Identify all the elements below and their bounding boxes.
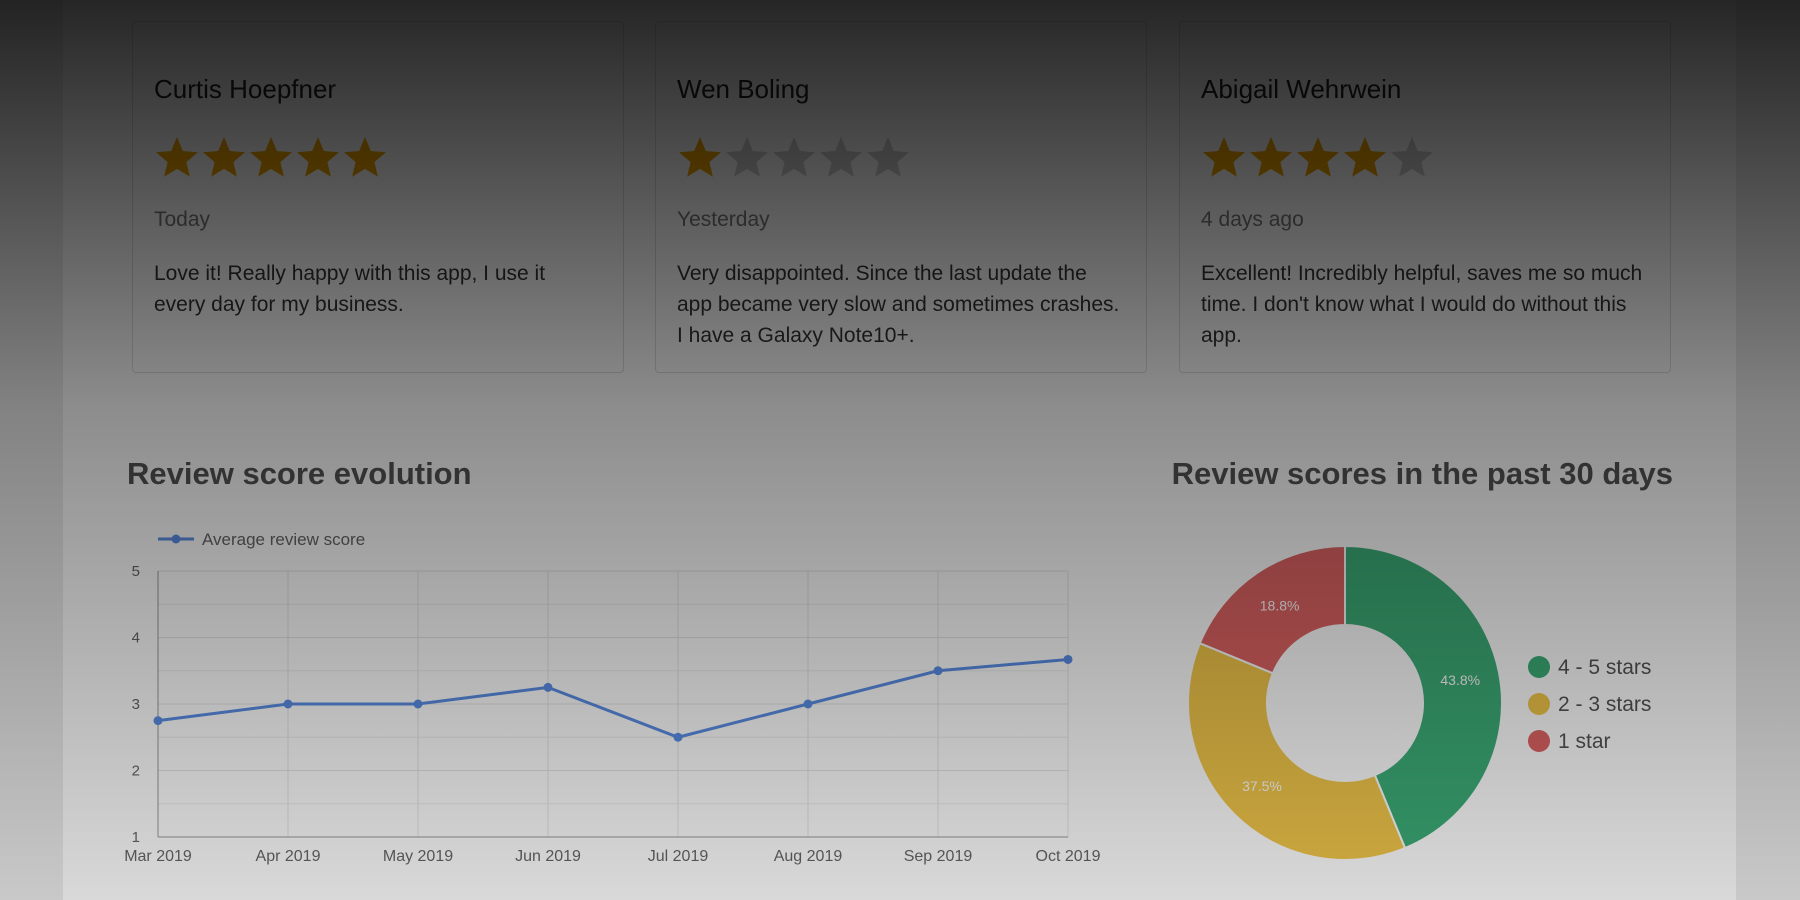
star [344, 137, 386, 177]
star [679, 137, 721, 177]
x-tick-label: Jun 2019 [515, 848, 581, 865]
donut-slice [1187, 641, 1407, 861]
reviewer-name: Curtis Hoepfner [154, 74, 337, 104]
review-date: Today [154, 208, 211, 231]
y-tick-label: 3 [132, 696, 140, 713]
star [203, 137, 245, 177]
review-text: Love it! Really happy with this app, I u… [154, 262, 546, 316]
x-tick-label: Mar 2019 [124, 848, 192, 865]
data-point [673, 732, 683, 742]
review-date: 4 days ago [1201, 208, 1304, 231]
legend-label: 4 - 5 stars [1558, 656, 1651, 679]
star [1297, 137, 1339, 177]
data-point [803, 699, 813, 709]
review-card: Abigail Wehrwein 4 days ago Excellent! Inc… [1179, 21, 1671, 373]
star [297, 137, 339, 177]
star [1391, 137, 1433, 177]
star-rating [156, 137, 386, 177]
x-tick-label: Jul 2019 [648, 848, 709, 865]
review-text: Very disappointed. Since the last update… [677, 262, 1120, 347]
x-tick-label: May 2019 [383, 848, 453, 865]
x-tick-label: Oct 2019 [1036, 848, 1101, 865]
line-chart: 1 2 3 4 5 Mar 2019 Apr 2019 May 2019 Jun 2019 Jul… [124, 530, 1101, 865]
x-tick-label: Sep 2019 [904, 848, 973, 865]
legend-swatch [1528, 693, 1550, 715]
y-tick-label: 2 [132, 763, 140, 780]
review-date: Yesterday [677, 208, 770, 231]
legend-label: Average review score [202, 530, 365, 549]
legend-swatch [171, 534, 181, 544]
review-card: Wen Boling Yesterday Very disappointed. Si… [655, 21, 1147, 373]
legend-label: 1 star [1558, 730, 1611, 753]
star [726, 137, 768, 177]
slice-label: 43.8% [1440, 672, 1480, 688]
legend-label: 2 - 3 stars [1558, 693, 1651, 716]
star-rating [679, 137, 909, 177]
review-text: Excellent! Incredibly helpful, saves me … [1201, 262, 1643, 347]
legend-swatch [1528, 730, 1550, 752]
data-point [1063, 654, 1073, 664]
x-tick-label: Apr 2019 [256, 848, 321, 865]
review-card: Curtis Hoepfner Today Love it! Really happ… [132, 21, 624, 373]
data-point [283, 699, 293, 709]
star-rating [1203, 137, 1433, 177]
data-point [543, 682, 553, 692]
star [773, 137, 815, 177]
star [156, 137, 198, 177]
data-point [413, 699, 423, 709]
data-point [153, 716, 163, 726]
data-point [933, 666, 943, 676]
y-tick-label: 4 [132, 630, 140, 647]
star [250, 137, 292, 177]
donut-chart: 43.8% 4 - 5 stars 37.5% 2 - 3 stars 18.8% 1 s… [1187, 544, 1651, 861]
reviewer-name: Wen Boling [677, 74, 810, 104]
star [1250, 137, 1292, 177]
y-tick-label: 1 [132, 829, 140, 846]
y-tick-label: 5 [132, 563, 140, 580]
x-tick-label: Aug 2019 [774, 848, 843, 865]
slice-label: 37.5% [1242, 778, 1282, 794]
legend-swatch [1528, 656, 1550, 678]
reviewer-name: Abigail Wehrwein [1201, 74, 1402, 104]
star [820, 137, 862, 177]
star [1203, 137, 1245, 177]
star [867, 137, 909, 177]
slice-label: 18.8% [1260, 597, 1300, 613]
star [1344, 137, 1386, 177]
